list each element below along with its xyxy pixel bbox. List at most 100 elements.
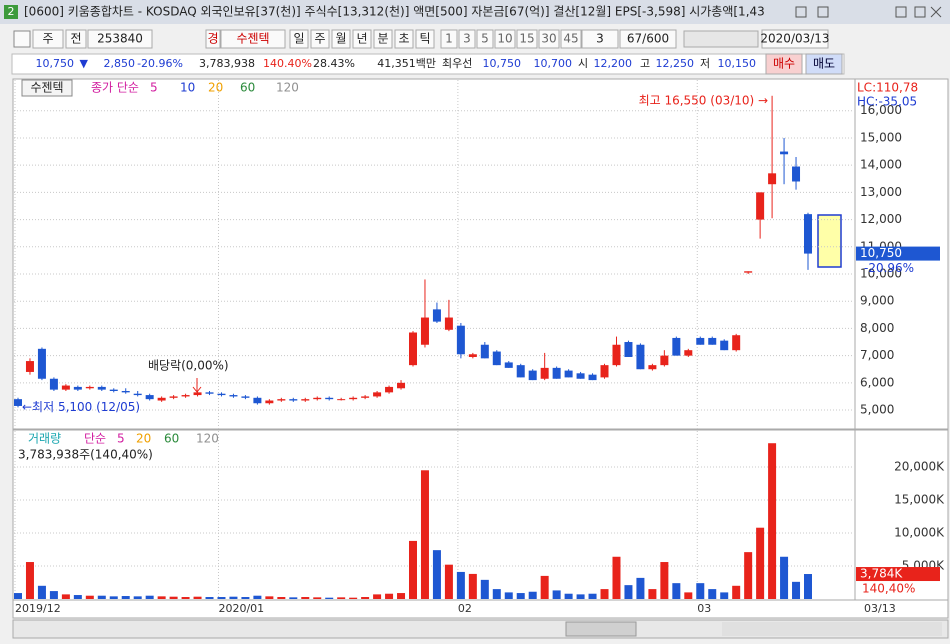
scroll-bar[interactable] xyxy=(12,619,949,639)
period[interactable]: 월 xyxy=(335,32,346,46)
count[interactable]: 3 xyxy=(596,32,604,46)
period-btn[interactable] xyxy=(373,29,393,49)
buy-btn[interactable] xyxy=(765,53,803,75)
date[interactable]: 2020/03/13 xyxy=(760,32,829,46)
period-btn[interactable] xyxy=(415,29,435,49)
period[interactable]: 분 xyxy=(377,32,388,46)
range-btn[interactable] xyxy=(619,29,677,49)
candle-body xyxy=(660,355,669,366)
interval-btn[interactable] xyxy=(476,29,494,49)
period-btn[interactable] xyxy=(352,29,372,49)
volume-bar xyxy=(564,593,573,599)
candle-body xyxy=(25,361,34,372)
menu-icon[interactable] xyxy=(13,30,31,48)
candle-body xyxy=(61,385,70,390)
info-best: 최우선 xyxy=(442,57,472,70)
legend-box xyxy=(21,79,73,97)
volume-bar xyxy=(480,579,489,599)
tool-icons[interactable] xyxy=(683,30,759,48)
period-btn[interactable] xyxy=(289,29,309,49)
volume-bar xyxy=(792,581,801,599)
buy[interactable]: 매수 xyxy=(773,57,795,71)
candle-body xyxy=(193,392,202,396)
volume-bar xyxy=(253,595,262,599)
volume-bar xyxy=(684,592,693,599)
code-btn[interactable] xyxy=(87,29,153,49)
candle-body xyxy=(528,370,537,381)
candle-body xyxy=(588,374,597,381)
y-tick-label: 13,000 xyxy=(860,185,902,199)
candle-body xyxy=(576,373,585,379)
candle-body xyxy=(85,386,94,389)
interval[interactable]: 15 xyxy=(519,32,534,46)
interval-btn[interactable] xyxy=(494,29,516,49)
stock-name-btn[interactable] xyxy=(220,29,286,49)
candle-body xyxy=(37,348,46,379)
period-btn[interactable] xyxy=(310,29,330,49)
sell[interactable]: 매도 xyxy=(813,57,835,71)
volume-bar xyxy=(337,597,346,599)
y-tick-label: 12,000 xyxy=(860,212,902,226)
count-btn[interactable] xyxy=(581,29,619,49)
stock-name[interactable]: 수젠텍 xyxy=(236,32,269,46)
market[interactable]: 주 xyxy=(42,32,53,46)
legend-period: 5 xyxy=(117,432,125,446)
interval-btn[interactable] xyxy=(458,29,476,49)
info-high_label: 고 xyxy=(640,57,650,70)
y-tick-label: 5,000 xyxy=(860,403,894,417)
range[interactable]: 67/600 xyxy=(627,32,669,46)
volume-bar xyxy=(97,595,106,599)
forecast-box xyxy=(817,214,842,268)
x-tick-label: 02 xyxy=(458,602,472,615)
volume-bar xyxy=(169,596,178,599)
candle-body xyxy=(612,344,621,366)
volume-bar xyxy=(528,591,537,599)
volume-bar xyxy=(85,595,94,599)
info-price: 10,750 xyxy=(36,57,75,70)
interval-btn[interactable] xyxy=(560,29,582,49)
interval[interactable]: 1 xyxy=(445,32,453,46)
volume-bar xyxy=(708,589,717,599)
volume-bar xyxy=(157,596,166,599)
candle-body xyxy=(636,344,645,370)
tag-btn[interactable] xyxy=(205,29,221,49)
period-btn[interactable] xyxy=(394,29,414,49)
sell-btn[interactable] xyxy=(805,53,843,75)
prev[interactable]: 전 xyxy=(70,32,81,46)
period[interactable]: 주 xyxy=(314,32,325,46)
high-note: 최고 16,550 (03/10) → xyxy=(639,93,769,107)
info-arrow: ▼ xyxy=(80,57,89,70)
interval-btn[interactable] xyxy=(538,29,560,49)
interval[interactable]: 5 xyxy=(481,32,489,46)
interval[interactable]: 45 xyxy=(563,32,578,46)
code[interactable]: 253840 xyxy=(97,32,143,46)
legend-name: 거래량 xyxy=(28,432,61,446)
prev-btn[interactable] xyxy=(65,29,87,49)
candle-body xyxy=(397,382,406,389)
period[interactable]: 년 xyxy=(356,32,367,46)
candle-body xyxy=(97,386,106,390)
volume-bar xyxy=(325,597,334,599)
period[interactable]: 초 xyxy=(398,32,409,46)
zoom-controls[interactable] xyxy=(722,622,942,636)
interval[interactable]: 30 xyxy=(541,32,556,46)
period[interactable]: 일 xyxy=(293,32,304,46)
interval[interactable]: 10 xyxy=(497,32,512,46)
interval[interactable]: 3 xyxy=(463,32,471,46)
period-btn[interactable] xyxy=(331,29,351,49)
volume-bar xyxy=(373,594,382,599)
date-btn[interactable] xyxy=(761,29,829,49)
volume-bar xyxy=(768,443,777,599)
candle-body xyxy=(720,340,729,351)
market-btn[interactable] xyxy=(32,29,64,49)
interval-btn[interactable] xyxy=(440,29,458,49)
volume-bar xyxy=(504,592,513,599)
scroll-buttons[interactable] xyxy=(565,621,637,637)
interval-btn[interactable] xyxy=(516,29,538,49)
volume-bar xyxy=(648,589,657,599)
tag[interactable]: 경 xyxy=(207,32,218,46)
volume-bar xyxy=(181,597,190,599)
window-controls[interactable] xyxy=(795,6,942,18)
period[interactable]: 틱 xyxy=(419,32,430,46)
volume-bar xyxy=(385,593,394,599)
